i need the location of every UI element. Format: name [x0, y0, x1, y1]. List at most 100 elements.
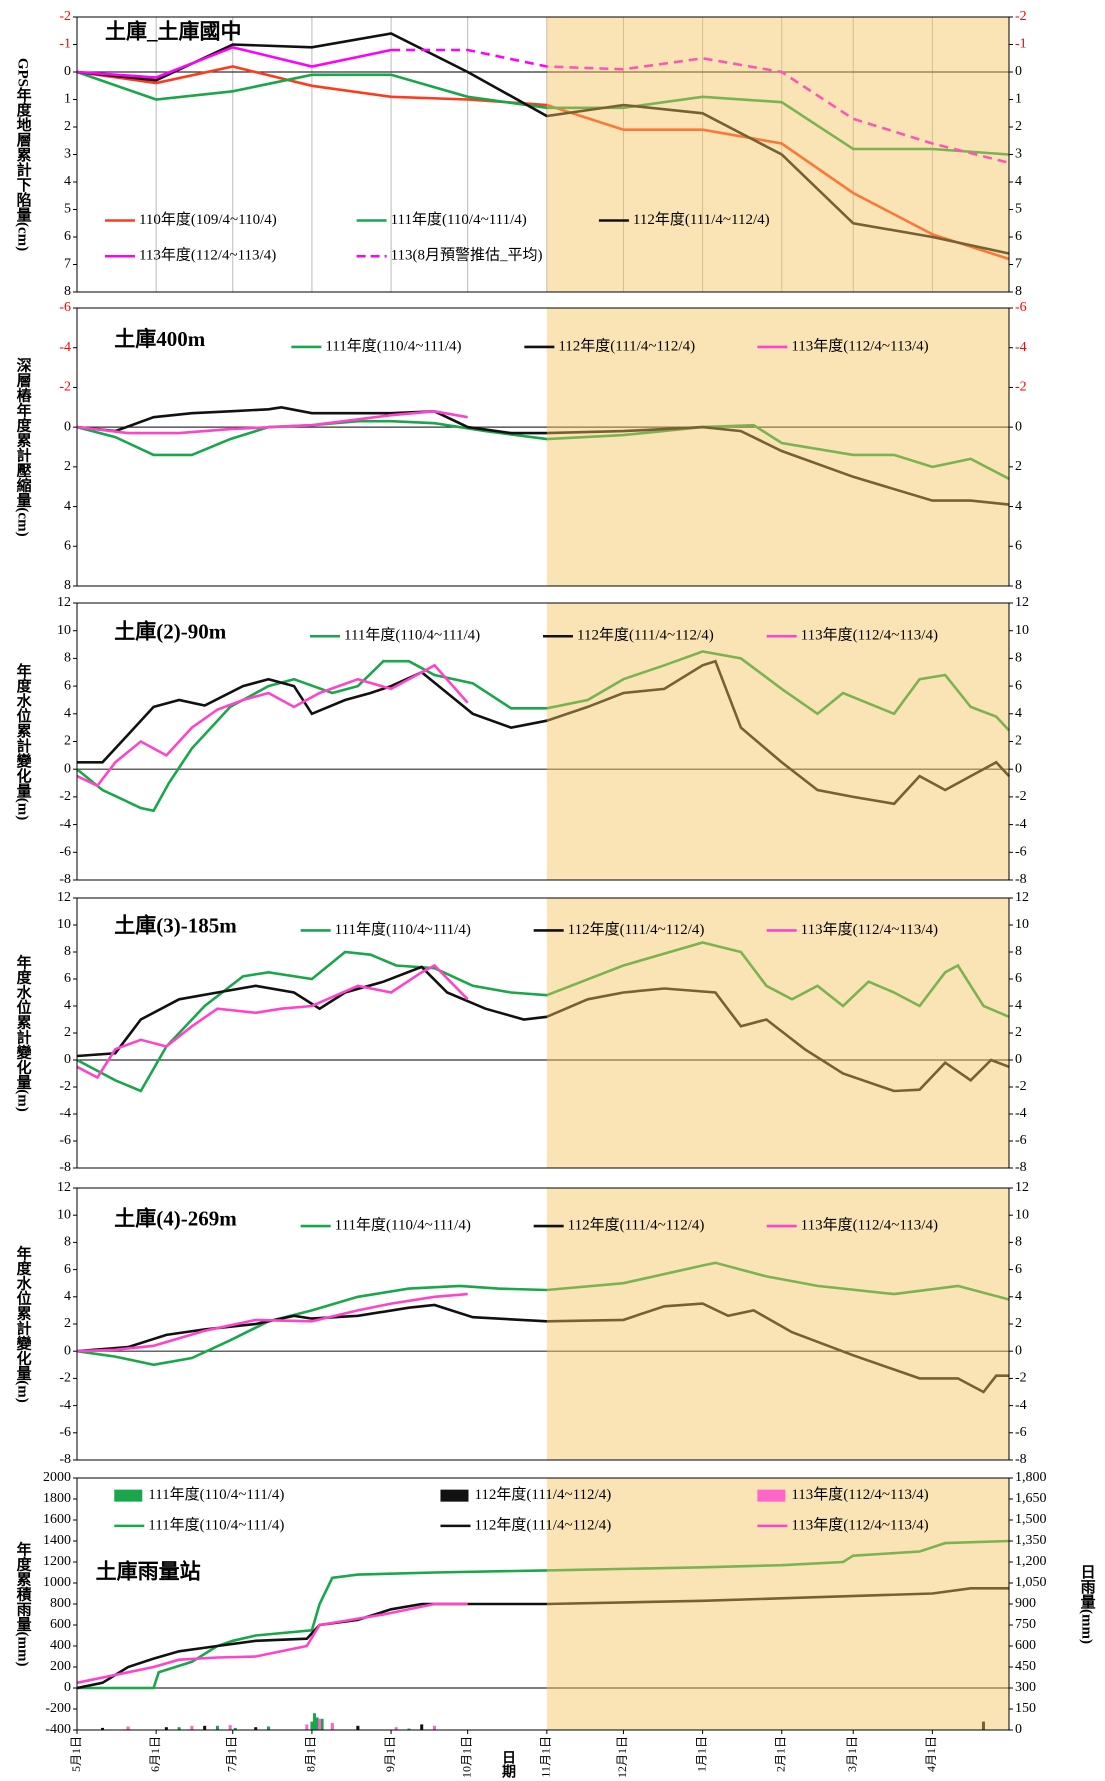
- legend-label: 113年度(112/4~113/4): [791, 1486, 928, 1503]
- series-line: [76, 941, 1010, 1093]
- series-line: [76, 45, 392, 79]
- y-tick-label-right: 0: [1015, 64, 1022, 79]
- panel: -8 -8 -6 -6 -4 -4 -2 -2 0 0 2 2 4 4 6 6 8 8 10 10 12 12 土庫(2)-…: [15, 595, 1029, 887]
- legend-label: 111年度(110/4~111/4): [391, 211, 527, 228]
- y-tick-label-right: 12: [1015, 890, 1029, 905]
- x-tick-label: 9月1日: [383, 1736, 397, 1772]
- panel: -6 -6 -4 -4 -2 -2 0 0 2 2 4 4 6 6 8 8 土庫400m 111年度(110/4~…: [15, 300, 1027, 593]
- y-tick-label: 4: [64, 998, 71, 1013]
- y-tick-label: -8: [59, 1452, 71, 1467]
- y-tick-label: 6: [64, 678, 71, 693]
- y-axis-label: 年度累積雨量(mm): [15, 1541, 33, 1667]
- y-tick-label: 4: [64, 1289, 71, 1304]
- x-tick-label: 4月1日: [924, 1736, 938, 1772]
- y-tick-label: 1: [64, 92, 71, 107]
- y-tick-label: 600: [50, 1617, 71, 1632]
- y-tick-label: 12: [57, 1180, 71, 1195]
- y-tick-label-right: 0: [1015, 419, 1022, 434]
- y-tick-label: 0: [64, 1343, 71, 1358]
- legend-label: 112年度(111/4~112/4): [577, 627, 714, 644]
- y-tick-label: 400: [50, 1638, 71, 1653]
- y-tick-label: 6: [64, 539, 71, 554]
- legend-label: 112年度(111/4~112/4): [474, 1516, 611, 1533]
- bar: [126, 1726, 130, 1730]
- y-tick-label: 8: [64, 1235, 71, 1250]
- series-line: [76, 405, 1010, 506]
- y-tick-label: -1: [59, 37, 71, 52]
- y-tick-label: 8: [64, 284, 71, 299]
- panel: -8 -8 -6 -6 -4 -4 -2 -2 0 0 2 2 4 4 6 6 8 8 10 10 12 12 土庫(3)-…: [15, 890, 1029, 1175]
- y-tick-label: 2: [64, 119, 71, 134]
- series-line: [76, 963, 469, 1080]
- y2-tick-label: 300: [1015, 1680, 1036, 1695]
- legend-label: 111年度(110/4~111/4): [344, 627, 480, 644]
- panel: -2 -2 -1 -1 0 0 1 1 2 2 3 3 4 4 5 5 6 6 7 7 8 8 土庫_土庫國中 110年度(1…: [15, 9, 1027, 299]
- x-axis-label: 日期: [500, 1750, 516, 1779]
- y-tick-label: 5: [64, 202, 71, 217]
- y-tick-label-right: 4: [1015, 998, 1022, 1013]
- y-tick-label: 800: [50, 1596, 71, 1611]
- y-tick-label: -6: [59, 1133, 71, 1148]
- bar: [312, 1713, 316, 1730]
- y-tick-label: -4: [59, 1398, 71, 1413]
- y-tick-label: 4: [64, 174, 71, 189]
- y-tick-label-right: -6: [1015, 845, 1027, 860]
- y2-tick-label: 1,650: [1015, 1491, 1047, 1506]
- series-line: [76, 1602, 468, 1685]
- y-tick-label: -2: [59, 9, 71, 24]
- plot-border: [76, 1477, 1010, 1731]
- legend-label: 113年度(112/4~113/4): [801, 627, 938, 644]
- legend-swatch: [440, 1489, 469, 1502]
- y2-tick-label: 1,800: [1015, 1470, 1047, 1485]
- y-tick-label-right: -8: [1015, 1452, 1027, 1467]
- bar: [394, 1727, 398, 1730]
- shaded-region: [546, 603, 1009, 880]
- y-tick-label: 8: [64, 578, 71, 593]
- y-tick-label-right: 6: [1015, 1262, 1022, 1277]
- bar: [203, 1725, 207, 1730]
- y-tick-label: 8: [64, 944, 71, 959]
- shaded-region: [546, 1188, 1009, 1460]
- panel-title: 土庫400m: [114, 327, 205, 351]
- y-tick-label: 2: [64, 459, 71, 474]
- y-tick-label: 3: [64, 147, 71, 162]
- y-tick-label: 0: [64, 761, 71, 776]
- y-tick-label-right: 6: [1015, 971, 1022, 986]
- panel: -400 -200 0 200 400 600 800 1000 1200 1400 1600 180…: [15, 1470, 1096, 1779]
- y-tick-label: -2: [59, 1371, 71, 1386]
- y2-tick-label: 0: [1015, 1722, 1022, 1737]
- bar: [267, 1726, 271, 1730]
- y-tick-label: -2: [59, 1079, 71, 1094]
- y-tick-label: 0: [64, 1680, 71, 1695]
- series-line: [76, 1292, 468, 1353]
- y-tick-label-right: 2: [1015, 1316, 1022, 1331]
- y-tick-label-right: -2: [1015, 1371, 1027, 1386]
- plot-border: [76, 16, 1010, 293]
- y-tick-label-right: 0: [1015, 1343, 1022, 1358]
- bar: [315, 1717, 319, 1730]
- plot-area: [77, 603, 1009, 880]
- y-tick-label: 8: [64, 651, 71, 666]
- y-tick-label: 7: [64, 257, 71, 272]
- series-line: [76, 70, 1010, 156]
- series-line: [76, 965, 1010, 1093]
- y-tick-label: 12: [57, 595, 71, 610]
- bar: [320, 1718, 324, 1730]
- y-tick-label: -8: [59, 1160, 71, 1175]
- bar: [420, 1724, 424, 1730]
- y-tick-label-right: 8: [1015, 578, 1022, 593]
- panel: -8 -8 -6 -6 -4 -4 -2 -2 0 0 2 2 4 4 6 6 8 8 10 10 12 12 土庫(4)-…: [15, 1180, 1029, 1467]
- legend-label: 112年度(111/4~112/4): [474, 1486, 611, 1503]
- y-axis-label: 年度水位累計變化量(m): [15, 662, 33, 820]
- x-tick-label: 6月1日: [148, 1736, 162, 1772]
- shaded-region: [546, 308, 1009, 586]
- y-tick-label: 0: [64, 419, 71, 434]
- y-tick-label-right: 0: [1015, 1052, 1022, 1067]
- y-tick-label: 6: [64, 229, 71, 244]
- bar: [177, 1727, 181, 1730]
- series-line: [76, 650, 1010, 813]
- y-tick-label-right: -2: [1015, 789, 1027, 804]
- y2-tick-label: 900: [1015, 1596, 1036, 1611]
- bar: [233, 1727, 237, 1730]
